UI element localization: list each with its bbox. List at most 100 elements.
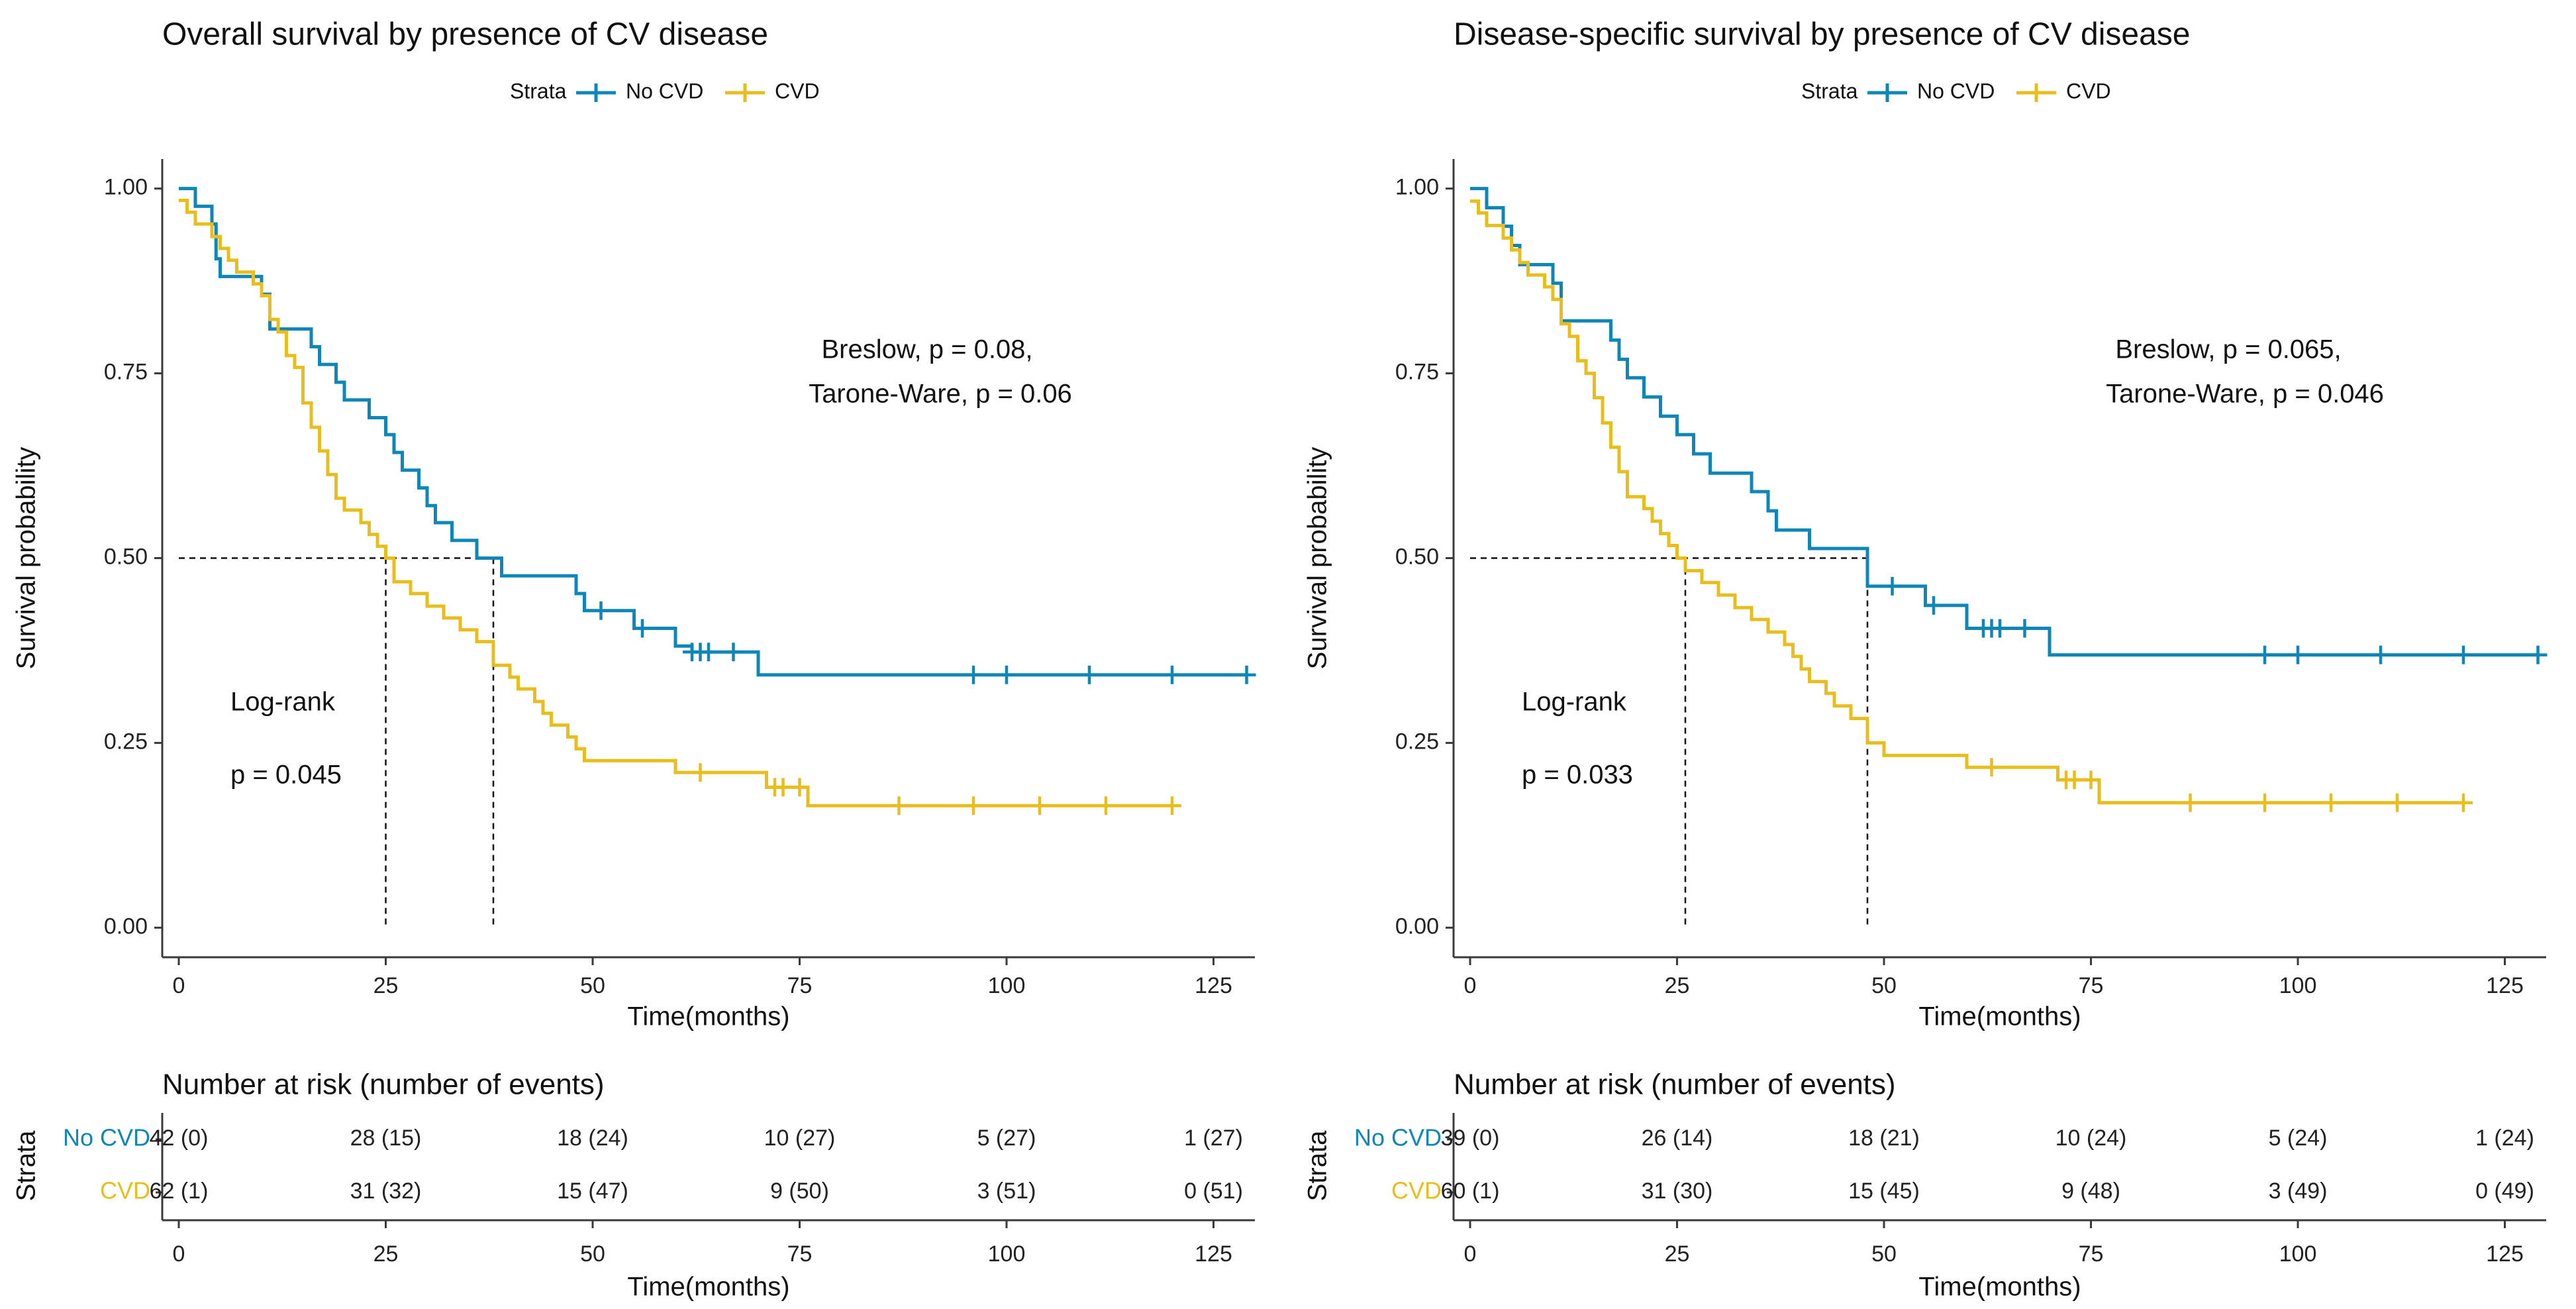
risk-cell: 9 (48)	[2061, 1178, 2120, 1204]
censor-mark-no-cvd	[2371, 645, 2390, 664]
legend-label-no-cvd: No CVD	[626, 79, 703, 103]
censor-mark-cvd	[691, 763, 710, 782]
chart-title: Disease-specific survival by presence of…	[1454, 17, 2190, 52]
risk-cell: 18 (21)	[1848, 1126, 1920, 1151]
risk-row-label-cvd: CVD	[100, 1177, 150, 1204]
y-tick-label: 0.00	[1395, 914, 1439, 939]
censor-mark-no-cvd	[2289, 645, 2307, 664]
censor-mark-cvd	[773, 778, 793, 797]
legend-title: Strata	[1801, 79, 1858, 103]
censor-mark-cvd	[1030, 796, 1049, 815]
x-tick-label: 25	[373, 973, 399, 998]
x-tick-label: 0	[173, 973, 185, 998]
chart-title: Overall survival by presence of CV disea…	[162, 17, 768, 52]
risk-cell: 5 (27)	[977, 1126, 1036, 1151]
censor-mark-cvd	[2322, 793, 2340, 812]
risk-cell: 39 (0)	[1441, 1126, 1500, 1151]
risk-x-axis-label: Time(months)	[627, 1273, 789, 1302]
censor-mark-cvd	[2454, 793, 2473, 812]
risk-x-tick-label: 75	[2079, 1241, 2104, 1267]
annotation-breslow: Breslow, p = 0.08,	[821, 335, 1032, 364]
risk-cell: 31 (30)	[1642, 1178, 1713, 1204]
annotation-logrank-p: p = 0.033	[1522, 760, 1633, 790]
censor-mark-no-cvd	[997, 665, 1016, 684]
risk-x-tick-label: 125	[1195, 1241, 1232, 1267]
legend-label-no-cvd: No CVD	[1917, 79, 1995, 103]
risk-row-label-no-cvd: No CVD	[1354, 1124, 1442, 1151]
censor-mark-cvd	[2255, 793, 2274, 812]
y-tick-label: 0.50	[1395, 544, 1439, 569]
censor-mark-no-cvd	[633, 619, 652, 638]
y-tick-label: 0.75	[104, 360, 148, 385]
censor-mark-no-cvd	[1924, 596, 1943, 615]
legend-label-cvd: CVD	[2066, 79, 2111, 103]
annotation-tarone-ware: Tarone-Ware, p = 0.06	[809, 380, 1072, 409]
risk-cell: 5 (24)	[2269, 1126, 2328, 1151]
risk-cell: 62 (1)	[150, 1178, 209, 1204]
risk-x-tick-label: 125	[2486, 1241, 2524, 1267]
survival-curve-cvd	[1470, 199, 2463, 805]
censor-mark-cvd	[2181, 793, 2200, 812]
x-axis-label: Time(months)	[627, 1002, 789, 1031]
censor-mark-cvd	[1097, 796, 1115, 815]
risk-cell: 1 (24)	[2475, 1126, 2534, 1151]
risk-row-label-no-cvd: No CVD	[63, 1124, 150, 1151]
x-tick-label: 0	[1464, 973, 1477, 998]
risk-cell: 10 (24)	[2056, 1126, 2127, 1151]
risk-cell: 0 (49)	[2475, 1178, 2534, 1204]
x-tick-label: 75	[787, 973, 813, 998]
risk-cell: 10 (27)	[764, 1126, 836, 1151]
risk-x-tick-label: 0	[173, 1241, 185, 1267]
risk-x-tick-label: 25	[373, 1241, 399, 1267]
censor-mark-no-cvd	[591, 601, 611, 620]
x-tick-label: 50	[1871, 973, 1897, 998]
annotation-logrank-p: p = 0.045	[230, 760, 342, 790]
x-tick-label: 50	[580, 973, 605, 998]
x-tick-label: 100	[2279, 973, 2317, 998]
risk-x-tick-label: 75	[787, 1241, 813, 1267]
risk-cell: 9 (50)	[770, 1178, 829, 1204]
y-tick-label: 0.75	[1395, 360, 1439, 385]
legend-title: Strata	[510, 79, 567, 103]
x-tick-label: 25	[1665, 973, 1690, 998]
risk-strata-label: Strata	[1303, 1130, 1332, 1201]
censor-mark-cvd	[1163, 796, 1181, 815]
risk-cell: 3 (49)	[2269, 1178, 2328, 1204]
risk-cell: 15 (45)	[1848, 1178, 1920, 1204]
censor-mark-no-cvd	[1237, 665, 1256, 684]
legend: Strata No CVD CVD	[510, 79, 820, 103]
risk-x-tick-label: 100	[988, 1241, 1026, 1267]
x-tick-label: 75	[2079, 973, 2104, 998]
censor-mark-cvd	[2065, 770, 2084, 790]
panel-disease-specific-survival: Disease-specific survival by presence of…	[1303, 17, 2548, 1302]
y-tick-label: 0.50	[104, 544, 148, 569]
annotation-logrank-label: Log-rank	[230, 688, 336, 717]
risk-row-label-cvd: CVD	[1391, 1177, 1442, 1204]
censor-mark-no-cvd	[1991, 619, 2009, 638]
censor-mark-no-cvd	[2454, 645, 2473, 664]
x-tick-label: 100	[988, 973, 1026, 998]
risk-cell: 15 (47)	[557, 1178, 628, 1204]
risk-cell: 26 (14)	[1642, 1126, 1713, 1151]
censor-mark-no-cvd	[724, 643, 743, 662]
survival-curve-cvd	[179, 198, 1172, 808]
risk-table: Number at risk (number of events) No CVD4…	[12, 1069, 1255, 1302]
risk-cell: 42 (0)	[150, 1126, 209, 1151]
annotation-logrank-label: Log-rank	[1522, 688, 1627, 717]
risk-x-tick-label: 50	[1871, 1241, 1897, 1267]
censor-mark-no-cvd	[2015, 619, 2034, 638]
risk-cell: 31 (32)	[350, 1178, 422, 1204]
risk-strata-label: Strata	[12, 1130, 41, 1201]
risk-table-title: Number at risk (number of events)	[1454, 1069, 1896, 1101]
risk-x-axis-label: Time(months)	[1918, 1273, 2081, 1302]
risk-cell: 18 (24)	[557, 1126, 628, 1151]
censor-mark-no-cvd	[1883, 576, 1902, 596]
y-tick-label: 1.00	[1395, 175, 1439, 200]
censor-mark-no-cvd	[699, 643, 718, 662]
censor-mark-no-cvd	[2528, 645, 2548, 664]
risk-cell: 3 (51)	[977, 1178, 1036, 1204]
risk-table-title: Number at risk (number of events)	[162, 1069, 605, 1101]
legend-label-cvd: CVD	[775, 79, 820, 103]
risk-cell: 28 (15)	[350, 1126, 422, 1151]
